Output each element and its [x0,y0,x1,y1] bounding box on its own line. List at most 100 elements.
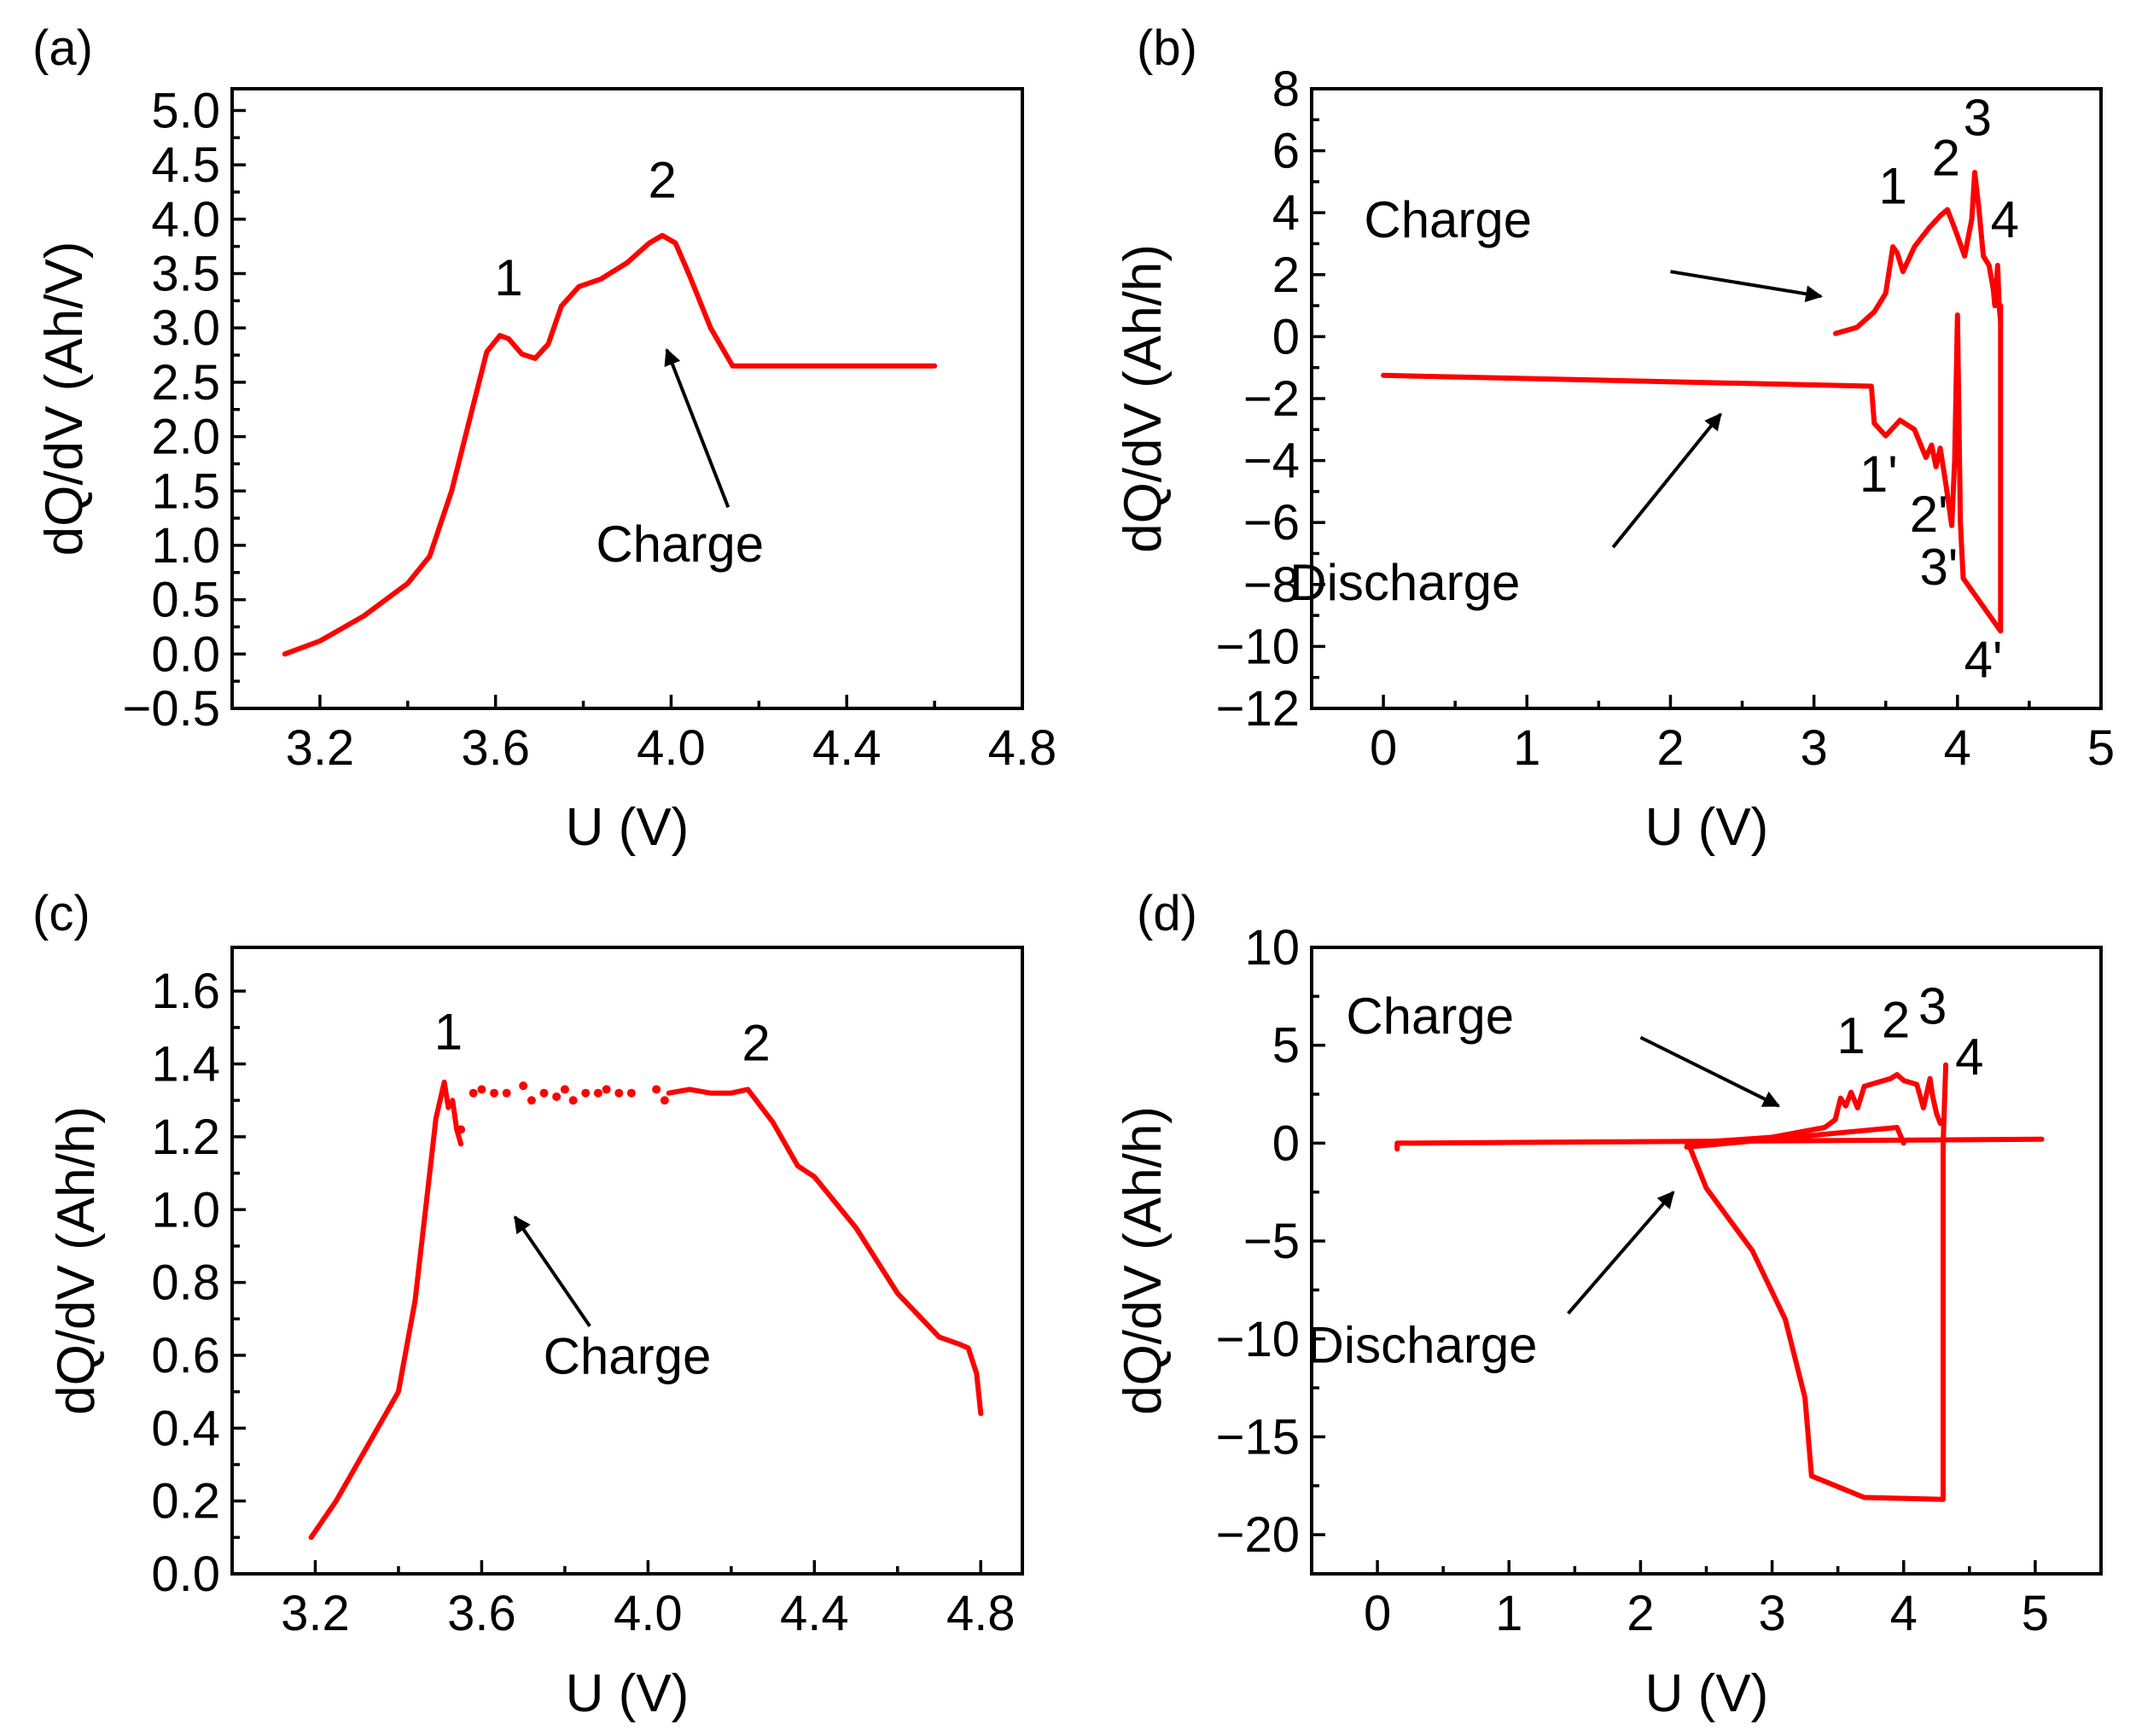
series-charge-line [308,1079,464,1541]
y-tick-label: 0.5 [151,573,220,628]
panel-d-xlabel: U (V) [1645,1664,1769,1723]
panel-a-xlabel: U (V) [566,798,690,857]
panel-d-arrows [1567,1035,1781,1315]
series-discharge-line [1688,1062,1949,1502]
y-tick-label: 1.6 [151,964,220,1019]
panel-c-arrows [513,1215,591,1327]
y-tick-label: −10 [1216,619,1300,674]
y-tick-label: 4.0 [151,192,220,248]
y-tick-label: 2.0 [151,410,220,465]
annotation-label: Discharge [1289,554,1520,611]
panel-b: (b) U (V) dQ/dV (Ah/h) 0 1 2 3 4 5−12−10−8−6−… [1114,20,2115,857]
series-charge-line [1832,170,2004,336]
panel-c-series [308,1079,984,1541]
y-tick-label: −6 [1243,495,1300,551]
y-tick-label: 0 [1272,1116,1300,1171]
annotation-arrow [664,347,730,509]
annotation-arrow [1567,1191,1675,1315]
x-tick-label: 4.0 [614,1586,683,1641]
annotation-label: Charge [1364,191,1532,248]
panel-a: (a) U (V) dQ/dV (Ah/V) 3.2 3.6 4.0 4.4 4.8 −0… [32,20,1056,857]
panel-a-series [282,232,938,657]
y-tick-label: 1.4 [151,1037,220,1092]
series-charge-points-point [469,1088,478,1098]
panel-b-arrows [1611,270,1824,549]
annotation-label: 2 [648,151,676,208]
x-tick-label: 4.8 [988,720,1057,776]
panel-d-ylabel: dQ/dV (Ah/h) [1114,1106,1173,1415]
x-tick-label: 5 [2022,1586,2049,1641]
series-charge-points-point [602,1085,611,1094]
y-tick-label: −4 [1243,434,1300,489]
x-tick-label: 1 [1495,1586,1522,1641]
annotation-label: Charge [544,1327,712,1384]
y-tick-label: 1.0 [151,1182,220,1238]
annotation-label: 3 [1918,977,1947,1034]
annotation-arrow [1611,412,1722,549]
annotation-label: 2' [1910,486,1948,543]
panel-a-arrows [664,347,730,509]
annotation-label: 4 [1955,1028,1983,1086]
series-charge-points-point [593,1088,602,1098]
y-tick-label: 0.4 [151,1401,220,1456]
y-tick-label: 0 [1272,309,1300,364]
annotation-label: 1 [1836,1007,1865,1064]
x-tick-label: 3.6 [461,720,530,776]
y-tick-label: −15 [1216,1409,1300,1465]
annotation-label: 2 [742,1014,770,1071]
annotation-label: 1 [1878,157,1906,214]
series-charge-points-point [581,1088,591,1098]
y-tick-label: 2 [1272,248,1300,303]
series-discharge-line [1381,303,2004,634]
y-tick-label: 0.6 [151,1328,220,1384]
panel-b-annotations: 1 23 4 1'2'3'4' Charge Discharge [1289,89,2019,688]
annotation-label: 2 [1932,130,1960,187]
panel-a-ticks: 3.2 3.6 4.0 4.4 4.8 −0.50.00.51.01.52.02.53.0… [123,83,1057,776]
panel-a-annotations: 1 2 Charge [494,151,764,573]
y-tick-label: 10 [1244,920,1300,976]
y-tick-label: 5 [1272,1018,1300,1074]
x-tick-label: 3 [1758,1586,1785,1641]
y-tick-label: 1.0 [151,518,220,574]
annotation-label: 3 [1964,89,1992,146]
annotation-arrow [513,1215,591,1327]
y-tick-label: 8 [1272,61,1300,117]
panel-a-label: (a) [32,20,93,76]
x-tick-label: 0 [1370,720,1397,776]
y-tick-label: 1.2 [151,1110,220,1165]
panel-c-frame [230,946,1024,1576]
annotation-label: 4' [1964,632,2003,689]
panel-a-ylabel: dQ/dV (Ah/V) [35,242,94,556]
series-charge-points-point [614,1088,624,1098]
panel-b-frame [1310,87,2103,710]
annotation-label: 3' [1920,539,1958,596]
y-tick-label: 5.0 [151,83,220,138]
annotation-label: 1 [494,249,522,306]
annotation-label: 4 [1991,191,2019,248]
panel-c-label: (c) [32,886,90,941]
panel-b-xlabel: U (V) [1645,798,1769,857]
series-charge-points-point [626,1088,636,1098]
series-charge-tail-line [666,1086,984,1417]
panel-c: (c) U (V) dQ/dV (Ah/h) 3.2 3.6 4.0 4.4 4.8 0.… [32,886,1024,1723]
y-tick-label: 3.0 [151,300,220,356]
y-tick-label: −10 [1216,1312,1300,1367]
x-tick-label: 3.2 [281,1586,350,1641]
annotation-label: 2 [1882,992,1910,1049]
y-tick-label: −0.5 [123,681,221,737]
panel-c-ticks: 3.2 3.6 4.0 4.4 4.8 0.0 0.2 0.4 0.6 0.8 1.0 1.2 1.4 1… [151,964,1015,1641]
panel-b-series [1381,170,2004,634]
y-tick-label: −20 [1216,1507,1300,1563]
y-tick-label: 0.0 [151,626,220,682]
panel-c-xlabel: U (V) [566,1664,690,1723]
series-charge-points-point [457,1125,466,1134]
series-charge-points-point [552,1092,562,1101]
y-tick-label: 3.5 [151,247,220,302]
y-tick-label: 0.2 [151,1474,220,1529]
annotation-label: Discharge [1307,1316,1537,1373]
series-charge-points-point [560,1085,569,1094]
series-baseline-line [1394,1136,2045,1152]
x-tick-label: 4 [1944,720,1971,776]
x-tick-label: 4.8 [946,1586,1016,1641]
